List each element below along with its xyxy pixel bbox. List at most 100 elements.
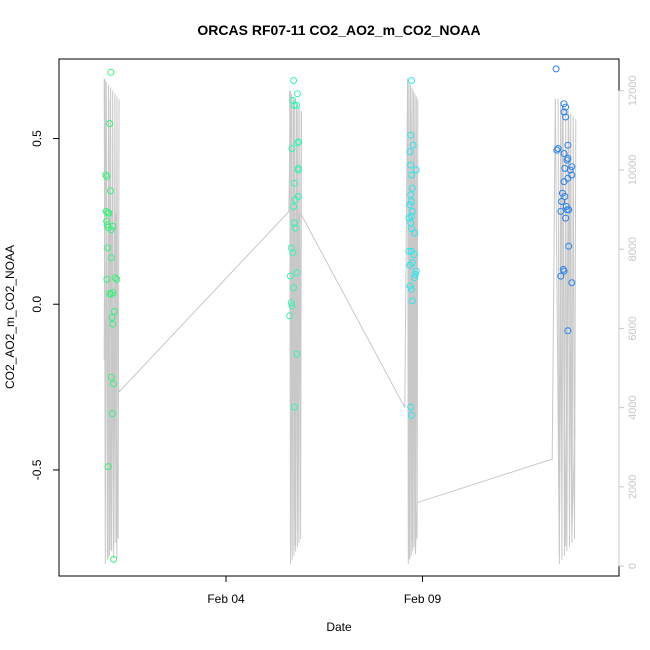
data-point-1-6 [294, 139, 301, 147]
data-point-3-2 [562, 103, 570, 111]
data-point-1-7 [288, 145, 296, 152]
data-point-1-22 [288, 302, 296, 310]
data-point-2-10 [406, 201, 414, 209]
data-point-2-2 [409, 141, 417, 149]
data-point-3-22 [565, 206, 573, 214]
data-point-2-9 [408, 198, 415, 205]
data-point-0-14 [107, 254, 115, 262]
data-point-1-15 [291, 224, 299, 232]
x-axis-label: Date [326, 620, 352, 634]
y-tick-label-0: -0.5 [30, 459, 44, 480]
right-tick-label-1: 2000 [627, 475, 639, 499]
data-point-2-5 [412, 166, 420, 174]
data-point-3-7 [564, 141, 572, 149]
y-tick-label-1: 0.0 [30, 296, 44, 313]
data-point-3-13 [566, 166, 574, 174]
data-point-3-24 [562, 214, 570, 222]
right-tick-label-6: 12000 [627, 75, 639, 106]
data-point-2-6 [408, 171, 415, 179]
data-point-0-9 [109, 222, 117, 230]
right-tick-label-3: 6000 [627, 316, 639, 340]
data-point-1-21 [287, 299, 295, 307]
data-point-0-28 [110, 555, 118, 563]
data-point-3-10 [563, 156, 571, 164]
data-point-1-2 [290, 101, 298, 109]
data-point-2-22 [411, 270, 419, 278]
data-point-0-13 [104, 244, 112, 252]
data-point-0-15 [103, 275, 111, 283]
data-point-1-10 [290, 179, 298, 187]
data-point-2-27 [408, 297, 416, 305]
data-point-2-7 [408, 184, 416, 192]
data-point-2-3 [406, 148, 414, 156]
data-point-0-16 [111, 274, 119, 282]
data-point-2-17 [405, 247, 413, 255]
data-point-0-19 [107, 290, 115, 298]
data-point-2-20 [408, 259, 416, 267]
data-point-2-0 [408, 77, 415, 84]
data-point-1-13 [294, 193, 302, 200]
data-point-3-6 [553, 146, 561, 154]
data-point-1-17 [289, 249, 297, 257]
data-point-1-3 [294, 90, 301, 98]
data-point-3-0 [552, 65, 560, 73]
data-point-1-5 [295, 138, 303, 146]
data-point-3-25 [565, 242, 573, 250]
right-tick-label-2: 4000 [627, 395, 639, 419]
data-point-2-28 [407, 403, 415, 411]
data-point-0-12 [107, 187, 114, 195]
x-tick-label-0: Feb 04 [207, 592, 245, 606]
y-axis: -0.5 0.0 0.5 [30, 130, 59, 480]
data-point-2-4 [407, 161, 415, 169]
data-point-3-11 [568, 163, 576, 171]
chart-title: ORCAS RF07-11 CO2_AO2_m_CO2_NOAA [197, 22, 480, 38]
data-point-3-4 [562, 113, 570, 121]
data-point-3-16 [560, 178, 568, 186]
data-point-0-23 [109, 320, 117, 328]
data-point-0-11 [107, 68, 115, 76]
data-point-3-1 [560, 100, 568, 108]
data-point-1-25 [290, 403, 298, 411]
data-point-2-16 [411, 229, 419, 237]
data-point-2-25 [406, 282, 414, 290]
data-point-2-13 [405, 214, 413, 222]
right-y-axis: 0 2000 4000 6000 8000 10000 12000 [618, 75, 639, 569]
data-point-1-20 [290, 284, 298, 292]
data-point-3-30 [564, 327, 572, 335]
data-point-0-20 [109, 289, 117, 297]
data-point-1-19 [287, 272, 294, 280]
altitude-spike-0 [103, 78, 120, 565]
data-point-3-19 [558, 198, 566, 205]
data-point-0-4 [105, 209, 113, 217]
data-point-1-9 [294, 166, 302, 174]
y-axis-label: CO2_AO2_m_CO2_NOAA [3, 245, 17, 389]
data-point-0-26 [108, 410, 116, 418]
data-point-2-21 [406, 261, 414, 269]
altitude-spike-2 [407, 78, 419, 565]
y-tick-label-2: 0.5 [30, 130, 44, 147]
altitude-line-layer [103, 78, 577, 565]
data-point-2-19 [410, 251, 418, 258]
data-point-0-27 [104, 463, 112, 471]
data-point-0-17 [113, 275, 121, 283]
right-tick-label-5: 10000 [627, 155, 639, 186]
data-point-1-16 [287, 244, 295, 252]
data-point-2-26 [408, 285, 415, 293]
data-point-1-4 [293, 101, 301, 109]
data-point-1-12 [290, 203, 298, 210]
data-point-2-8 [407, 191, 415, 199]
data-point-2-23 [412, 267, 420, 275]
data-point-1-24 [293, 350, 301, 358]
right-tick-label-0: 0 [627, 563, 639, 569]
data-point-2-29 [408, 411, 415, 419]
data-point-3-5 [554, 145, 562, 152]
data-point-0-22 [108, 314, 116, 321]
data-point-0-10 [106, 120, 114, 128]
x-tick-label-1: Feb 09 [404, 592, 442, 606]
data-point-1-18 [293, 269, 301, 277]
data-point-0-8 [107, 226, 115, 234]
x-axis: Feb 04 Feb 09 [207, 576, 442, 606]
data-point-2-1 [407, 131, 415, 139]
